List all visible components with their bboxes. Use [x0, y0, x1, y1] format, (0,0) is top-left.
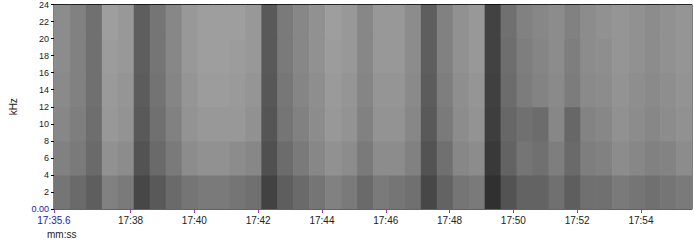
svg-text:17:44: 17:44	[309, 215, 334, 226]
svg-text:17:50: 17:50	[501, 215, 526, 226]
svg-text:17:38: 17:38	[118, 215, 143, 226]
svg-text:6: 6	[44, 153, 49, 163]
svg-text:17:52: 17:52	[565, 215, 590, 226]
svg-text:17:35.6: 17:35.6	[37, 215, 71, 226]
svg-text:22: 22	[39, 17, 49, 27]
svg-text:4: 4	[44, 170, 49, 180]
svg-text:17:40: 17:40	[182, 215, 207, 226]
svg-text:10: 10	[39, 119, 49, 129]
svg-text:2: 2	[44, 187, 49, 197]
svg-text:16: 16	[39, 68, 49, 78]
svg-text:17:42: 17:42	[246, 215, 271, 226]
svg-text:0.00: 0.00	[31, 204, 49, 214]
svg-text:8: 8	[44, 136, 49, 146]
svg-text:18: 18	[39, 51, 49, 61]
svg-text:17:46: 17:46	[373, 215, 398, 226]
svg-text:24: 24	[39, 0, 49, 10]
svg-text:14: 14	[39, 85, 49, 95]
svg-text:17:54: 17:54	[628, 215, 653, 226]
svg-text:20: 20	[39, 34, 49, 44]
svg-text:kHz: kHz	[8, 98, 19, 115]
svg-text:17:48: 17:48	[437, 215, 462, 226]
svg-text:12: 12	[39, 102, 49, 112]
svg-text:mm:ss: mm:ss	[47, 229, 76, 240]
